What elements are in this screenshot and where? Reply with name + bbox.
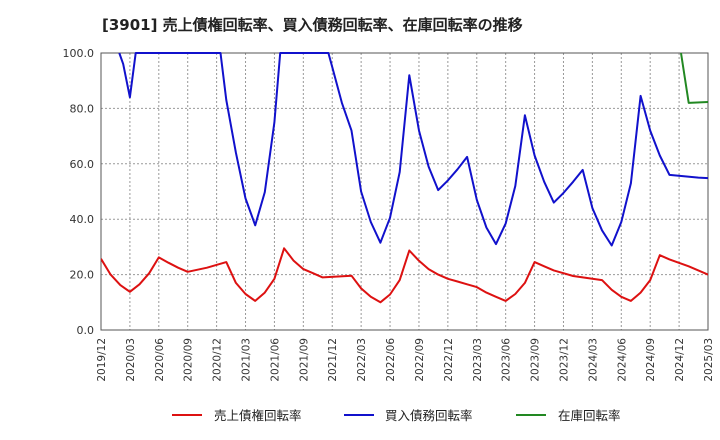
- x-tick-labels: 2019/12 2020/03 2020/06 2020/09 2020/12 2021/…: [96, 338, 715, 382]
- inventory-turnover-line: [680, 52, 708, 104]
- x-tick-label: 2024/12: [674, 338, 686, 382]
- x-tick-label: 2022/06: [385, 338, 397, 382]
- plot-frame: [100, 52, 709, 331]
- x-tick-label: 2024/06: [616, 338, 628, 382]
- y-tick-label: 0.0: [77, 324, 95, 337]
- x-tick-label: 2022/12: [443, 338, 455, 382]
- legend-label-payables: 買入債務回転率: [385, 408, 473, 423]
- series-layer: [101, 52, 708, 304]
- receivables-turnover-line: [101, 247, 708, 304]
- x-tick-label: 2020/12: [212, 338, 224, 382]
- x-tick-label: 2021/06: [269, 338, 281, 382]
- x-tick-label: 2024/03: [587, 338, 599, 382]
- x-tick-label: 2023/03: [472, 338, 484, 382]
- chart-title: [3901] 売上債権回転率、買入債務回転率、在庫回転率の推移: [102, 16, 523, 34]
- x-tick-label: 2025/03: [703, 338, 715, 382]
- grid-layer: [100, 52, 709, 331]
- x-tick-label: 2023/09: [530, 338, 542, 382]
- y-tick-label: 60.0: [70, 158, 95, 171]
- x-tick-label: 2023/12: [558, 338, 570, 382]
- payables-turnover-line: [118, 52, 708, 247]
- y-tick-label: 40.0: [70, 213, 95, 226]
- x-tick-label: 2020/09: [183, 338, 195, 382]
- x-tick-label: 2021/03: [241, 338, 253, 382]
- x-tick-label: 2020/06: [154, 338, 166, 382]
- x-tick-label: 2021/09: [298, 338, 310, 382]
- y-tick-label: 20.0: [70, 269, 95, 282]
- x-tick-label: 2023/06: [501, 338, 513, 382]
- y-tick-label: 100.0: [63, 47, 95, 60]
- x-tick-label: 2019/12: [96, 338, 108, 382]
- legend-label-inventory: 在庫回転率: [558, 408, 621, 423]
- legend: 売上債権回転率 買入債務回転率 在庫回転率: [172, 408, 621, 423]
- y-tick-label: 80.0: [70, 102, 95, 115]
- x-tick-label: 2024/09: [645, 338, 657, 382]
- x-tick-label: 2021/12: [327, 338, 339, 382]
- y-tick-labels: 0.0 20.0 40.0 60.0 80.0 100.0: [63, 47, 95, 337]
- x-tick-label: 2020/03: [125, 338, 137, 382]
- legend-label-receivables: 売上債権回転率: [214, 408, 302, 423]
- x-tick-label: 2022/03: [356, 338, 368, 382]
- x-tick-label: 2022/09: [414, 338, 426, 382]
